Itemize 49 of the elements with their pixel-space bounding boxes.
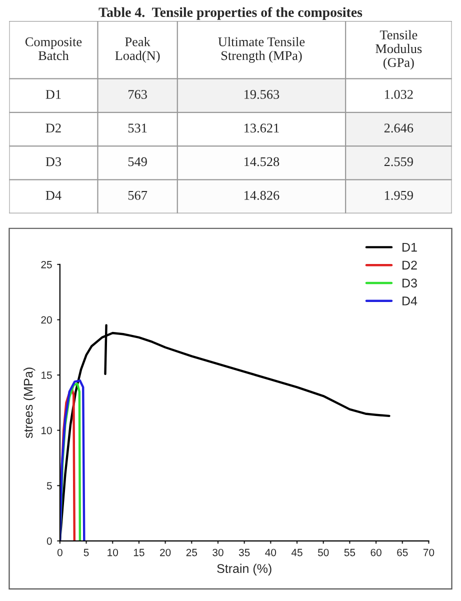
data-label: 2.559 — [384, 157, 413, 166]
data-label: 763 — [128, 90, 147, 99]
x-tick-label: 30 — [212, 548, 224, 556]
y-tick-label: D4 — [46, 191, 62, 200]
x-tick-label: 10 — [108, 548, 118, 556]
y-axis-title: Composite Batch — [25, 37, 82, 60]
x-tick-label: 55 — [344, 548, 356, 556]
data-label: 531 — [128, 124, 147, 133]
x-tick-label: 45 — [291, 548, 302, 556]
x-tick-label: 60 — [370, 548, 382, 556]
data-label: 549 — [128, 157, 147, 166]
x-tick-label: Peak Load(N) — [115, 37, 160, 63]
y-tick-label: 10 — [42, 426, 52, 434]
data-label: 14.528 — [244, 157, 280, 166]
y-tick-label: D2 — [46, 124, 61, 132]
y-tick-label: 5 — [46, 482, 52, 490]
y-tick-label: 20 — [41, 316, 52, 324]
y-tick-label: 25 — [41, 260, 52, 268]
data-label: 567 — [128, 190, 148, 200]
data-label: 1.032 — [384, 90, 413, 99]
y-tick-label: 15 — [42, 372, 52, 379]
data-label: 13.621 — [244, 124, 279, 133]
x-tick-label: 25 — [186, 548, 197, 556]
y-tick-label: 0 — [46, 537, 52, 545]
x-axis-title: Strain (%) — [217, 564, 272, 576]
x-tick-label: Ultimate Tensile Strength (MPa) — [218, 36, 305, 63]
y-tick-label: D1 — [46, 90, 61, 99]
data-label: 1.959 — [384, 190, 413, 200]
x-tick-label: 65 — [397, 548, 408, 556]
x-tick-label: 70 — [423, 548, 434, 556]
x-tick-label: 40 — [265, 548, 276, 556]
x-tick-label: Tensile Modulus (GPa) — [376, 30, 422, 70]
legend-label: D3 — [402, 278, 417, 288]
y-axis-title: strees (MPa) — [24, 368, 36, 438]
x-tick-label: 35 — [238, 548, 250, 556]
x-tick-label: 5 — [84, 548, 89, 556]
legend-label: D4 — [402, 296, 418, 306]
line-series — [60, 382, 82, 541]
data-label: 2.646 — [384, 124, 414, 133]
data-label: 14.826 — [244, 190, 280, 200]
x-tick-label: 20 — [160, 548, 171, 556]
legend-label: D2 — [402, 260, 417, 270]
x-tick-label: 50 — [318, 548, 329, 556]
legend-label: D1 — [402, 242, 417, 252]
line-series — [60, 379, 86, 541]
y-tick-label: D3 — [46, 157, 62, 166]
x-tick-label: 15 — [134, 548, 144, 556]
chart-title: Table 4. Tensile properties of the composites — [98, 7, 362, 20]
data-label: 19.563 — [244, 90, 280, 99]
